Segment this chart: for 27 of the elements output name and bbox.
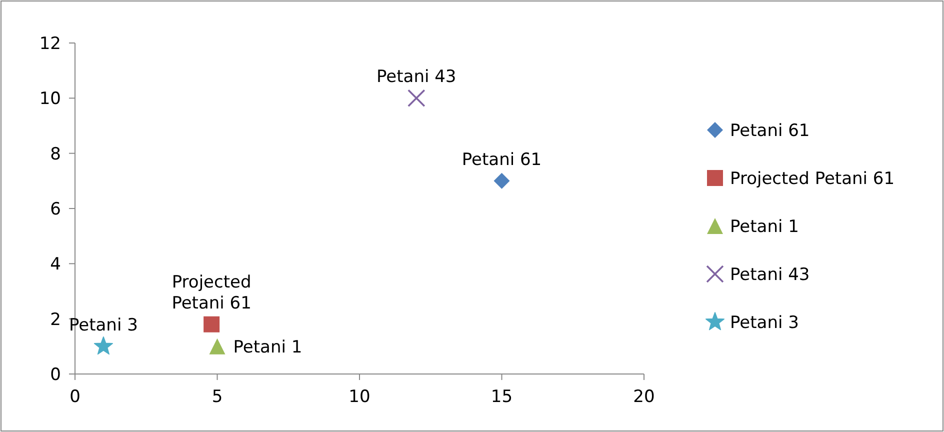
text: Petani 1 bbox=[233, 337, 302, 358]
x-tick-label: 5 bbox=[212, 387, 223, 407]
point bbox=[494, 172, 510, 189]
point bbox=[204, 316, 220, 332]
legend-label: Projected Petani 61 bbox=[730, 169, 895, 189]
y-tick-label: 0 bbox=[50, 365, 61, 385]
point bbox=[94, 336, 113, 355]
text: Projected Petani 61 bbox=[172, 272, 252, 314]
text: Petani 61 bbox=[462, 150, 542, 170]
y-tick-label: 4 bbox=[50, 254, 61, 275]
x-tick-label: 0 bbox=[70, 387, 80, 407]
x-tick-label: 15 bbox=[490, 387, 513, 407]
legend-label: Petani 61 bbox=[730, 121, 810, 141]
x-tick-label: 10 bbox=[348, 387, 370, 407]
legend-label: Petani 1 bbox=[730, 217, 799, 237]
text: Petani 3 bbox=[68, 315, 138, 336]
legend-label: Petani 3 bbox=[730, 313, 799, 333]
y-tick-label: 2 bbox=[50, 310, 61, 330]
legend-label: Petani 43 bbox=[730, 265, 810, 285]
text: Petani 43 bbox=[376, 67, 456, 88]
x-tick-label: 20 bbox=[633, 387, 655, 407]
y-tick-label: 12 bbox=[39, 34, 61, 54]
y-tick-label: 6 bbox=[50, 200, 61, 220]
y-tick-label: 10 bbox=[39, 89, 61, 110]
point bbox=[408, 89, 426, 108]
point bbox=[209, 338, 226, 354]
y-tick-label: 8 bbox=[50, 144, 61, 164]
